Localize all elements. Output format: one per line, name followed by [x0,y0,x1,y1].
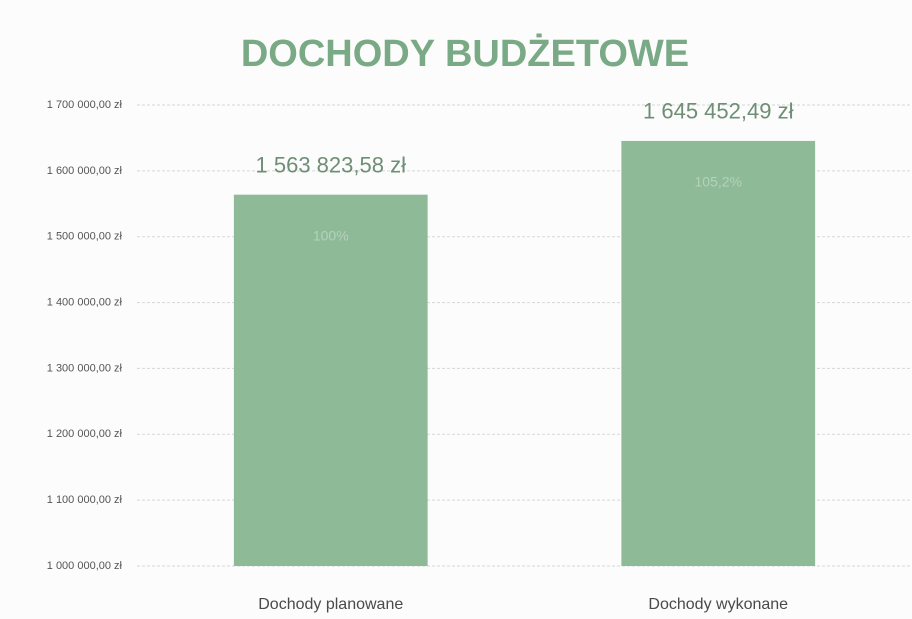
y-tick-label: 1 100 000,00 zł [47,494,123,506]
value-label: 1 563 823,58 zł [256,152,407,177]
y-tick-label: 1 400 000,00 zł [47,296,123,308]
y-tick-label: 1 500 000,00 zł [47,231,123,243]
y-tick-label: 1 300 000,00 zł [47,362,123,374]
x-tick-label: Dochody wykonane [648,596,788,613]
y-tick-label: 1 200 000,00 zł [47,428,123,440]
chart-title: DOCHODY BUDŻETOWE [241,33,689,75]
x-tick-label: Dochody planowane [258,596,403,613]
y-tick-label: 1 700 000,00 zł [47,99,123,111]
y-tick-label: 1 000 000,00 zł [47,560,123,572]
percent-label: 100% [313,227,349,243]
bar [621,140,816,566]
y-tick-label: 1 600 000,00 zł [47,165,123,177]
percent-label: 105,2% [695,174,742,190]
bar [233,194,428,567]
value-label: 1 645 452,49 zł [643,99,794,124]
